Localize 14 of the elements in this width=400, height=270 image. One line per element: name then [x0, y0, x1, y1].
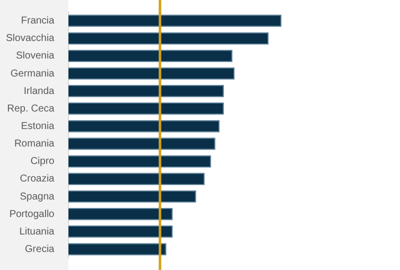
- y-tick-label: Portogallo: [9, 208, 55, 220]
- y-tick-label: Spagna: [20, 191, 55, 202]
- y-tick-label: Romania: [14, 138, 55, 150]
- y-tick-label: Lituania: [19, 226, 55, 238]
- y-tick-label: Slovacchia: [6, 33, 55, 44]
- y-tick-label: Slovenia: [16, 50, 55, 62]
- y-tick-label: Croazia: [20, 174, 55, 185]
- y-tick-label: Estonia: [21, 120, 55, 132]
- y-tick-label: Francia: [21, 16, 55, 27]
- y-tick-label: Cipro: [30, 156, 55, 168]
- y-tick-label: Germania: [10, 68, 55, 80]
- y-tick-label: Irlanda: [24, 86, 55, 97]
- y-tick-label: Grecia: [24, 244, 55, 255]
- y-tick-label: Rep. Ceca: [7, 103, 55, 114]
